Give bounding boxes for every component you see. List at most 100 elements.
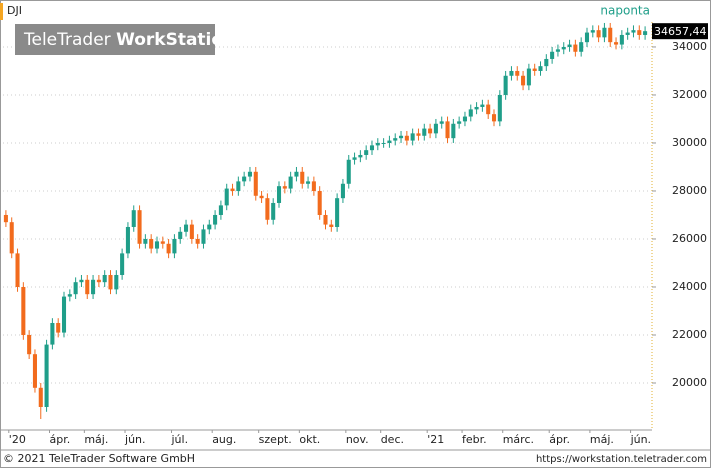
candle-body [381,142,386,144]
candle-body [503,75,508,95]
candle-body [619,34,624,45]
candle-body [573,44,578,52]
candle-body [387,140,392,143]
x-tick-label: nov. [346,433,369,446]
x-tick-label: '21 [427,433,444,446]
candle-body [491,114,497,122]
candle-body [393,138,398,141]
candle-body [584,32,590,43]
candle-body [154,241,160,249]
y-tick-label: 34000 [672,40,707,53]
candle-body [602,27,607,38]
candle-body [218,205,223,215]
candle-body [335,198,340,227]
candle-body [561,46,566,50]
candle-body [15,253,20,287]
candle-body [364,150,369,155]
watermark-brand: TeleTrader [23,30,111,50]
candle-body [346,159,351,184]
plot: 20000 22000 24000 26000 28000 30000 32000 34000… [0,22,708,446]
candle-body [201,229,206,244]
candle-body [294,171,299,177]
candle-body [433,123,438,134]
candle-body [474,106,479,110]
candle-body [265,198,270,220]
candle-body [50,322,55,345]
candle-body [637,30,642,35]
interval: naponta [600,4,650,18]
candle-body [369,145,375,151]
candle-body [555,49,560,52]
candle-body [404,135,409,141]
x-tick-label: '20 [9,433,26,446]
candle-body [306,181,311,184]
candle-body [526,68,531,86]
candle-body [114,274,119,290]
candle-body [451,123,456,139]
y-tick-label: 32000 [672,88,707,101]
candle-body [311,181,316,191]
last-value-label: 34657,44 [654,25,707,38]
candle-body [125,226,130,254]
candle-body [579,42,584,52]
candle-body [550,51,555,59]
candle-body [207,224,212,230]
candle-body [242,176,247,182]
candle-body [120,253,125,275]
candle-body [567,44,572,47]
candle-body [271,202,276,220]
y-tick-label: 30000 [672,136,707,149]
x-tick-label: jún. [630,433,652,446]
candle-body [79,279,84,283]
x-tick-label: ápr. [549,433,570,446]
candle-body [399,135,404,139]
candle-body [160,241,165,244]
x-tick-label: szept. [259,433,292,446]
candle-body [509,70,514,76]
candle-body [538,66,543,71]
candle-body [27,334,32,355]
candle-body [317,190,322,215]
candle-body [67,294,72,297]
candle-body [300,171,305,184]
candle-body [108,274,113,290]
candle-body [439,121,444,124]
candle-body [166,243,171,254]
watermark-box [15,24,215,55]
candle-body [195,238,200,244]
candle-body [96,279,101,283]
last-value-box [652,23,708,40]
x-tick-label: dec. [381,433,404,446]
candle-body [236,181,241,191]
candle-body [143,238,148,244]
candle-body [91,279,96,295]
candle-body [184,224,189,232]
candle-body [480,104,485,107]
watermark: TeleTrader WorkStation [23,30,235,50]
candle-body [21,286,26,335]
candle-body [32,354,37,388]
y-tick-label: 20000 [672,376,707,389]
url: https://workstation.teletrader.com [536,454,707,465]
candle-body [189,224,194,239]
candle-body [544,58,549,67]
candle-body [428,128,433,134]
candle-body [282,186,287,189]
candle-body [608,27,613,43]
y-tick-label: 26000 [672,232,707,245]
candle-body [532,68,537,71]
y-tick-label: 28000 [672,184,707,197]
candle-body [625,32,630,35]
x-tick-label: aug. [212,433,236,446]
candle-body [340,183,345,199]
candle-body [44,344,49,407]
candle-body [375,142,380,146]
x-tick-label: júl. [171,433,189,446]
candle-body [3,214,8,223]
candle-body [590,30,595,33]
candle-body [149,238,154,249]
candle-body [288,176,293,189]
candle-body [9,222,14,254]
